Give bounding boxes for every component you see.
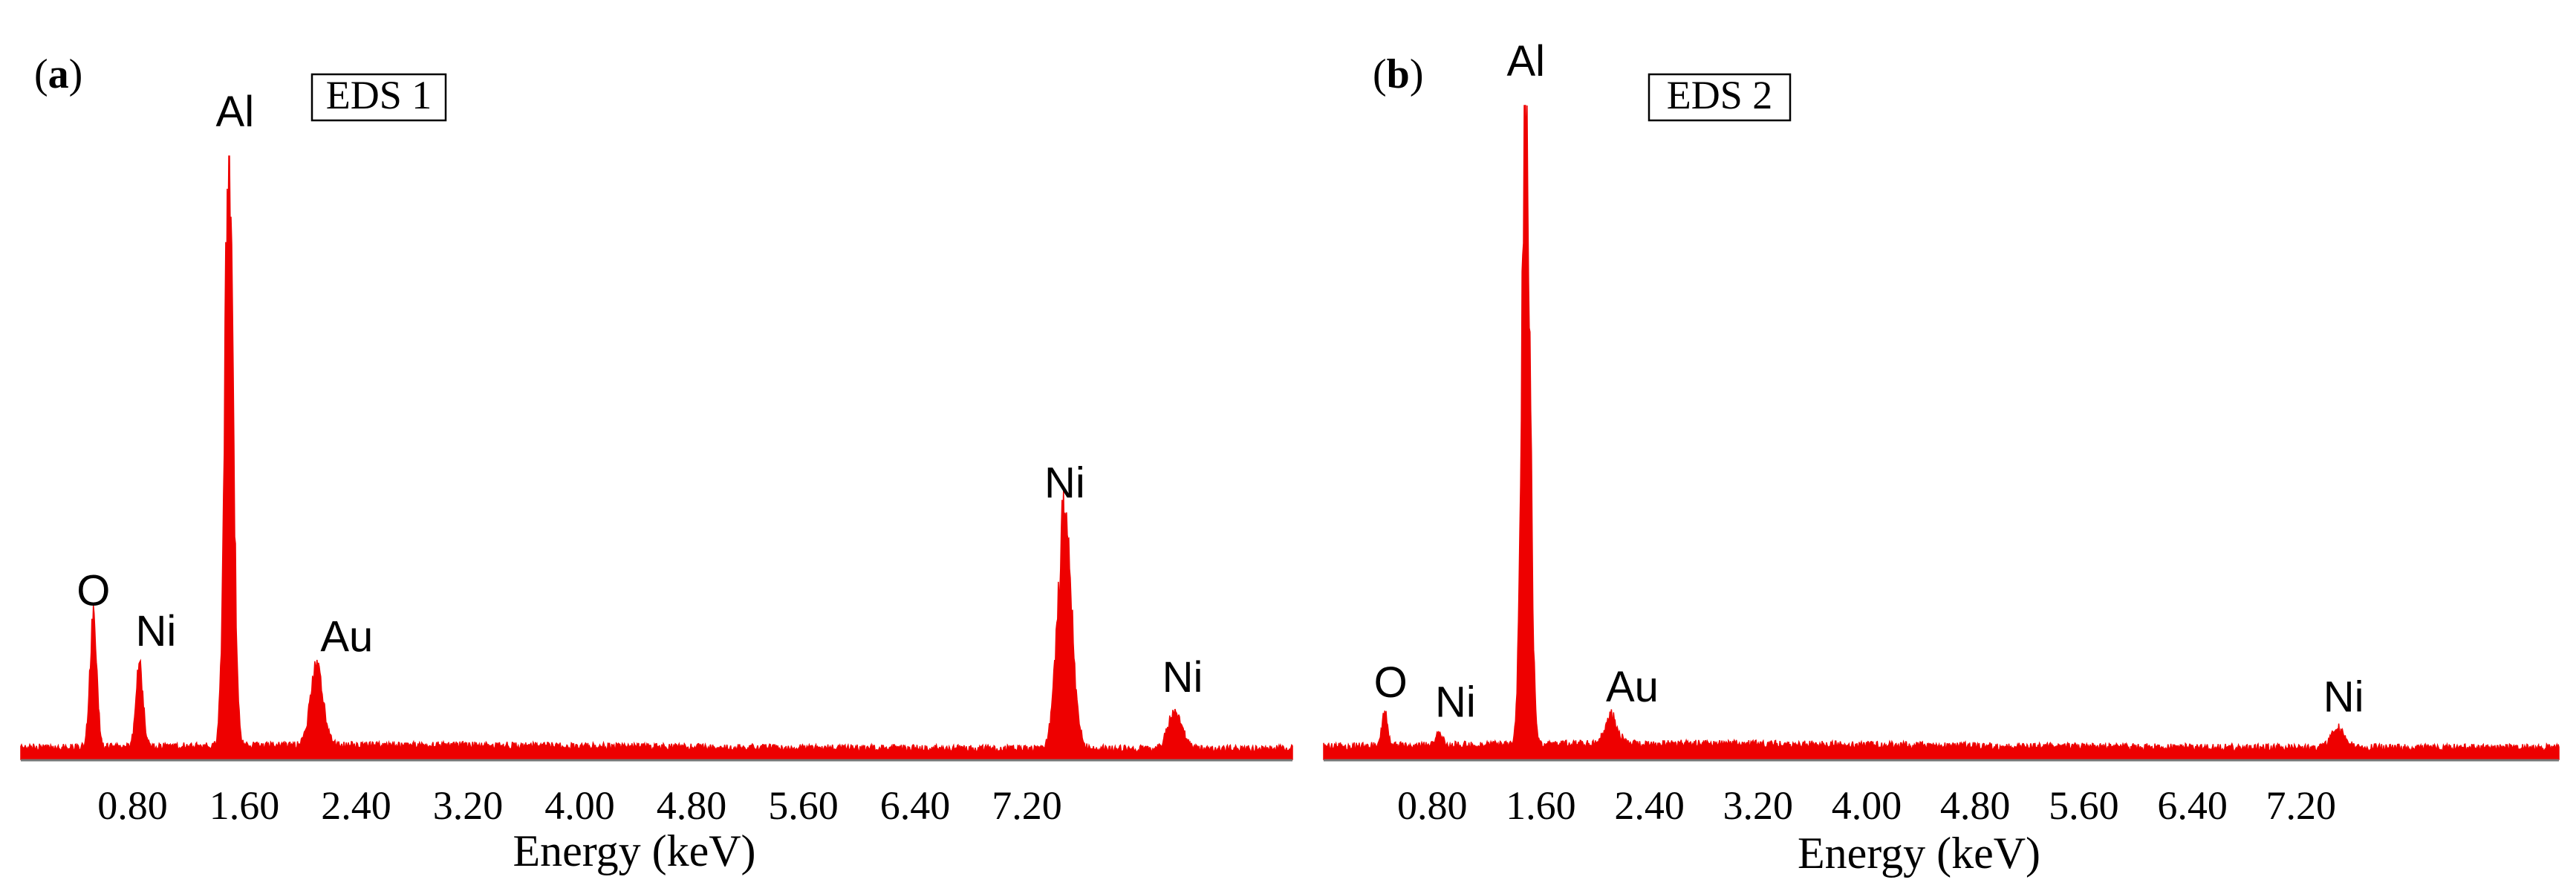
peak-label-ni: Ni (1162, 653, 1203, 702)
spectrum-trace (1323, 105, 2560, 760)
spectrum-trace (20, 155, 1293, 760)
peak-label-ni: Ni (2323, 673, 2364, 721)
x-tick-label: 2.40 (321, 783, 391, 828)
peak-label-ni: Ni (1044, 459, 1085, 507)
peak-label-o: O (77, 567, 110, 615)
eds-label-text: EDS 1 (326, 73, 432, 117)
peak-label-ni: Ni (1435, 678, 1476, 726)
x-tick-label: 4.80 (1940, 783, 2011, 828)
eds-label-box (310, 73, 447, 122)
panel-letter: (a) (34, 51, 82, 97)
peak-label-au: Au (320, 612, 373, 661)
x-tick-label: 5.60 (768, 783, 839, 828)
peak-label-ni: Ni (136, 607, 177, 655)
x-tick-label: 2.40 (1614, 783, 1685, 828)
peak-label-o: O (1374, 658, 1408, 707)
x-tick-label: 7.20 (992, 783, 1062, 828)
x-tick-label: 6.40 (880, 783, 951, 828)
peak-label-al: Al (216, 88, 255, 136)
x-tick-label: 5.60 (2049, 783, 2119, 828)
x-tick-label: 0.80 (1397, 783, 1468, 828)
x-axis-title: Energy (keV) (1798, 829, 2040, 878)
eds-label-box (1648, 73, 1792, 122)
x-tick-label: 3.20 (433, 783, 504, 828)
x-tick-label: 7.20 (2266, 783, 2337, 828)
x-tick-label: 3.20 (1723, 783, 1794, 828)
peak-label-au: Au (1606, 663, 1659, 711)
x-tick-label: 0.80 (97, 783, 168, 828)
eds-label-text: EDS 2 (1667, 73, 1773, 117)
x-tick-label: 4.00 (544, 783, 615, 828)
eds-panel-a: 0.80 1.60 2.40 3.20 4.00 4.80 5.60 6.40 7.20 Ener… (20, 51, 1293, 875)
x-tick-label: 4.80 (657, 783, 727, 828)
x-tick-label: 1.60 (209, 783, 280, 828)
x-tick-label: 6.40 (2157, 783, 2228, 828)
peak-label-al: Al (1507, 37, 1546, 85)
x-axis-title: Energy (keV) (513, 826, 755, 875)
eds-panel-b: 0.80 1.60 2.40 3.20 4.00 4.80 5.60 6.40 7.20 Ener… (1323, 37, 2560, 878)
x-tick-label: 1.60 (1506, 783, 1576, 828)
x-tick-label: 4.00 (1832, 783, 1902, 828)
panel-letter: (b) (1373, 51, 1423, 97)
